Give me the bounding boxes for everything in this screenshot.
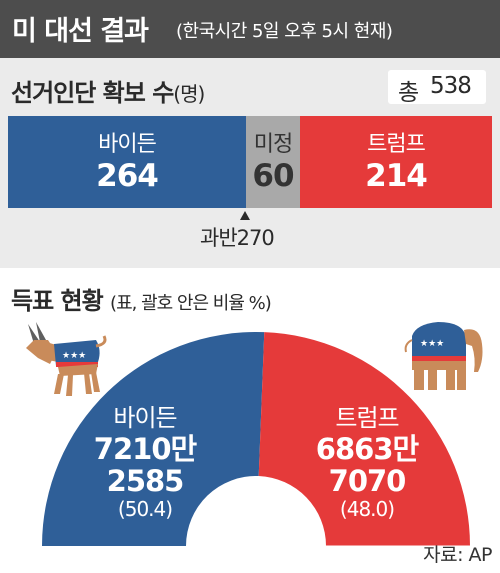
pv-votes-biden-2: 2585 [106,464,185,498]
pv-trump-group: 트럼프 6863만 7070 (48.0) [292,398,442,521]
svg-text:★★★: ★★★ [420,339,444,349]
svg-text:★★★: ★★★ [62,351,86,361]
ev-value-undecided: 60 [252,158,294,194]
ev-value-trump: 214 [365,158,428,194]
donkey-icon: ★★★ [26,322,107,396]
ev-label-undecided: 미정 [253,132,293,157]
pv-arc-trump [258,332,470,546]
elephant-icon: ★★★ [404,322,483,390]
pv-pct-biden: (50.4) [117,497,173,521]
electoral-unit: (명) [173,82,205,106]
pv-biden-group: 바이든 7210만 2585 (50.4) [70,398,220,521]
majority-label-text: 과반 [200,226,238,250]
popular-title: 득표 현황 (표, 괄호 안은 비율 %) [11,281,272,316]
majority-marker [240,211,250,220]
majority-value: 270 [236,226,275,250]
pv-votes-trump-2: 7070 [328,464,407,498]
total-value: 538 [430,73,472,99]
page-subtitle: (한국시간 5일 오후 5시 현재) [176,21,393,42]
ev-label-biden: 바이든 [98,132,157,157]
pv-label-trump: 트럼프 [335,404,399,432]
ev-bar-undecided: 미정 60 [246,116,300,208]
electoral-title-text: 선거인단 확보 수 [11,79,174,107]
popular-title-text: 득표 현황 [11,287,104,315]
ev-label-trump: 트럼프 [367,132,426,157]
popular-note: (표, 괄호 안은 비율 %) [110,293,272,314]
pv-arc-biden [42,332,265,546]
pv-label-biden: 바이든 [113,404,177,432]
majority-label: 과반270 [200,222,275,252]
page-title: 미 대선 결과 [12,16,149,47]
electoral-bar: 바이든 264 미정 60 트럼프 214 [8,116,492,208]
source-credit: 자료: AP [423,544,492,566]
ev-bar-trump: 트럼프 214 [300,116,492,208]
ev-bar-biden: 바이든 264 [8,116,246,208]
ev-value-biden: 264 [96,158,159,194]
total-label: 총 [398,80,419,106]
header-bar: 미 대선 결과 (한국시간 5일 오후 5시 현재) [0,0,500,58]
pv-pct-trump: (48.0) [339,497,395,521]
pv-votes-biden-1: 7210만 [93,432,197,466]
pv-votes-trump-1: 6863만 [315,432,419,466]
total-badge: 총 538 [388,70,486,106]
electoral-title: 선거인단 확보 수(명) [11,73,205,108]
